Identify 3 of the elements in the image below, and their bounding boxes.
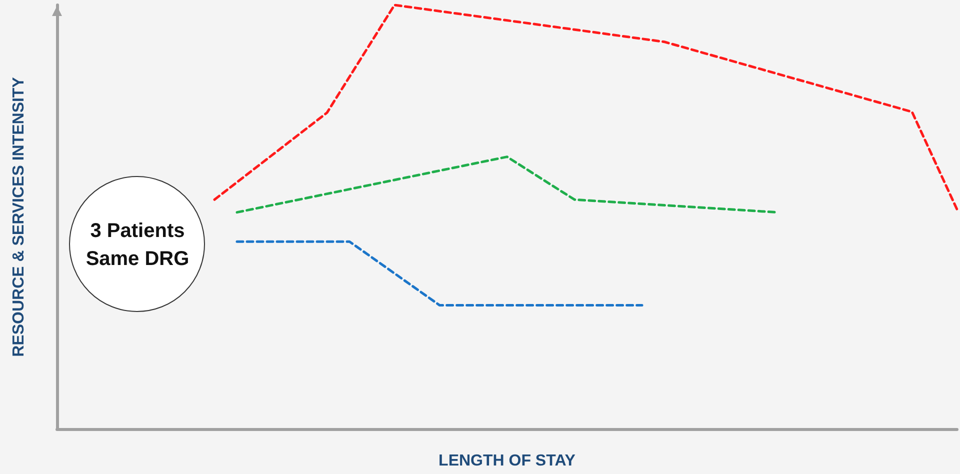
y-axis-title: RESOURCE & SERVICES INTENSITY (10, 76, 28, 357)
x-axis-title: LENGTH OF STAY (438, 452, 576, 470)
annotation: 3 Patients Same DRG (84, 218, 190, 272)
